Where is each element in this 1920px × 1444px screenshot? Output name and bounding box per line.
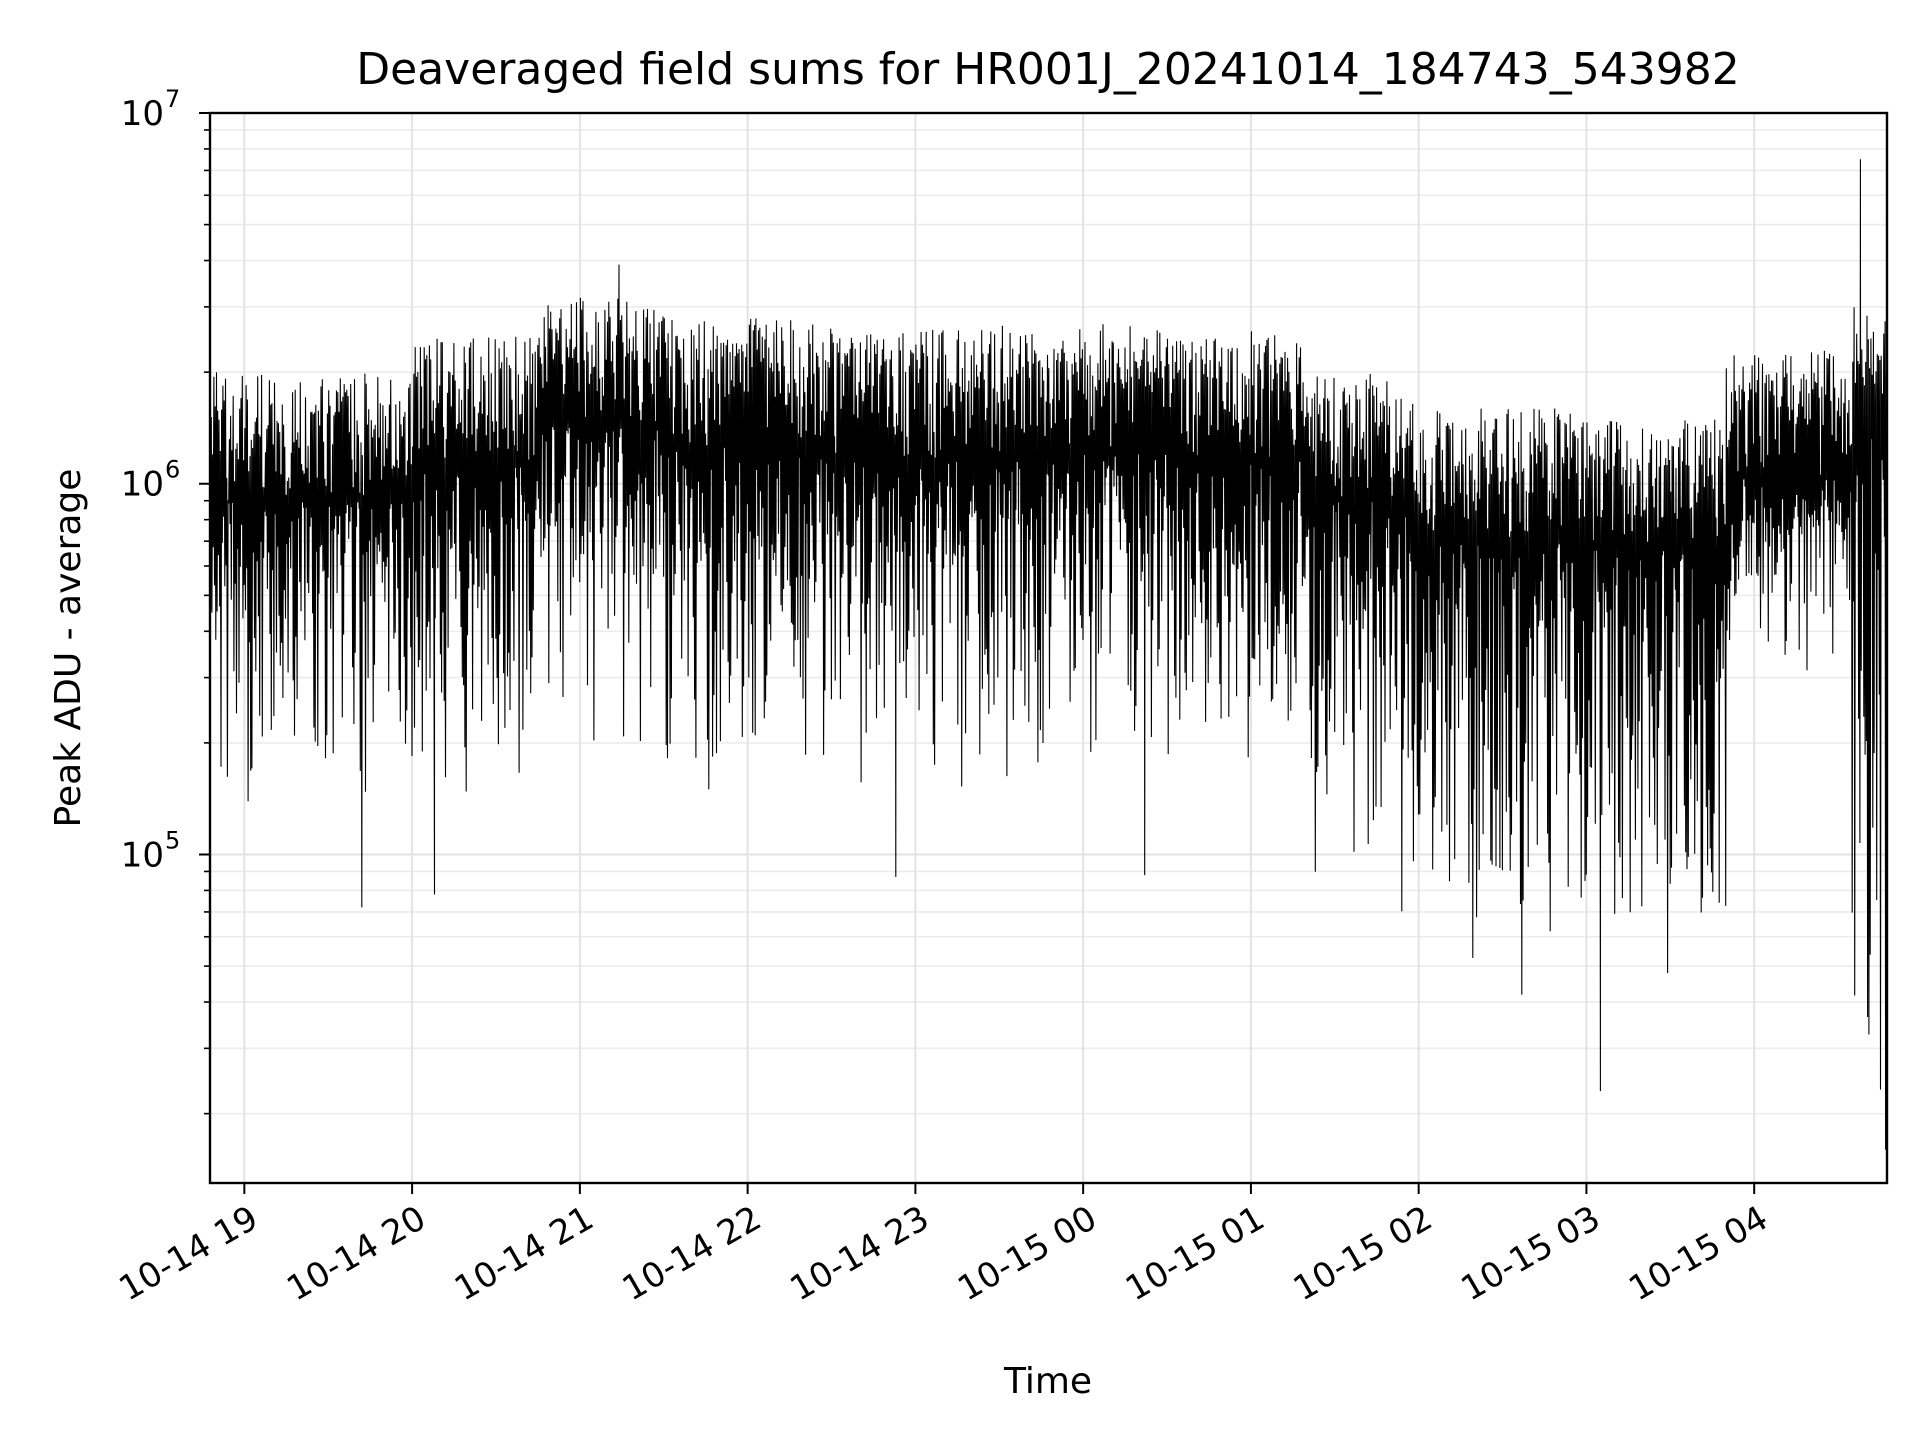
y-tick-label: 10 (121, 835, 164, 875)
plot-frame (208, 111, 1889, 1185)
y-tick-exponent: 7 (165, 85, 180, 113)
y-tick-label: 10 (121, 94, 164, 134)
y-axis-label: Peak ADU - average (48, 469, 89, 828)
y-tick-base: 10 (121, 465, 164, 505)
y-tick-exponent: 5 (165, 826, 180, 854)
y-tick-label: 10 (121, 465, 164, 505)
x-axis-label: Time (1003, 1361, 1092, 1402)
series-line (209, 159, 1888, 1150)
y-tick-base: 10 (121, 94, 164, 134)
y-tick-exponent: 6 (165, 456, 180, 484)
chart-title: Deaveraged field sums for HR001J_2024101… (356, 44, 1740, 95)
series-line-path (209, 159, 1888, 1150)
y-tick-base: 10 (121, 835, 164, 875)
